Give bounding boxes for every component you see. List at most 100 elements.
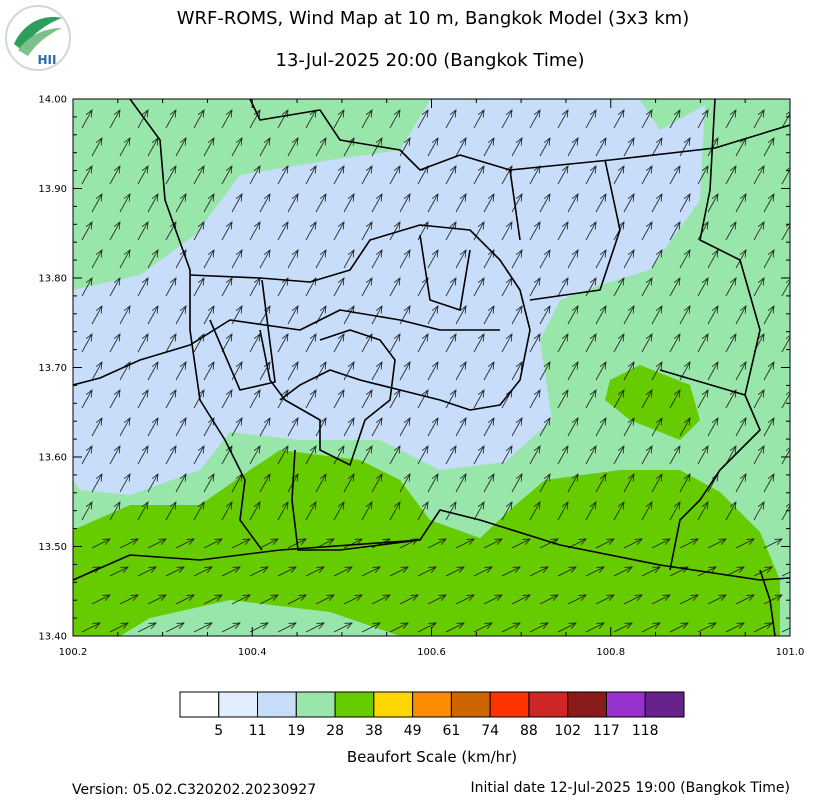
wind-arrow xyxy=(445,502,456,521)
wind-arrow xyxy=(483,539,502,549)
wind-arrow xyxy=(165,278,176,297)
wind-arrow xyxy=(669,390,680,409)
wind-arrow xyxy=(203,539,222,549)
wind-arrow xyxy=(781,166,790,185)
wind-arrow xyxy=(623,250,634,269)
wind-arrow xyxy=(539,595,558,605)
wind-arrow xyxy=(427,474,438,493)
wind-arrow xyxy=(585,567,604,577)
wind-arrow xyxy=(613,334,624,353)
wind-arrow xyxy=(753,390,764,409)
wind-arrow xyxy=(539,418,550,437)
wind-arrow xyxy=(792,362,802,380)
wind-arrow xyxy=(389,166,400,185)
wind-arrow xyxy=(203,250,214,269)
wind-arrow xyxy=(277,110,288,129)
wind-arrow xyxy=(389,390,400,409)
colorbar-title: Beaufort Scale (km/hr) xyxy=(347,748,517,766)
wind-arrow xyxy=(249,446,260,465)
wind-arrow xyxy=(333,222,344,241)
wind-arrow xyxy=(259,362,270,381)
wind-arrow xyxy=(725,390,736,409)
wind-arrow xyxy=(595,306,606,325)
wind-arrow xyxy=(81,623,100,633)
wind-arrow xyxy=(175,474,186,493)
wind-arrow xyxy=(557,166,568,185)
wind-arrow xyxy=(361,278,372,297)
wind-arrow xyxy=(287,418,298,437)
wind-arrow xyxy=(483,595,502,605)
wind-arrow xyxy=(763,138,774,157)
wind-arrow xyxy=(147,474,158,493)
wind-arrow xyxy=(221,110,232,129)
wind-arrow xyxy=(651,474,662,493)
wind-arrow xyxy=(91,418,102,437)
wind-arrow xyxy=(641,278,652,297)
wind-arrow xyxy=(417,623,436,633)
wind-arrow xyxy=(147,539,166,549)
wind-arrow xyxy=(343,194,354,213)
wind-arrow xyxy=(417,567,436,577)
wind-arrow xyxy=(792,138,802,156)
wind-arrow xyxy=(501,446,512,465)
wind-arrow xyxy=(585,334,596,353)
wind-arrow xyxy=(91,138,102,157)
wind-arrow xyxy=(725,623,744,633)
wind-arrow xyxy=(175,418,186,437)
wind-arrow xyxy=(147,250,158,269)
wind-arrow xyxy=(315,250,326,269)
wind-arrow xyxy=(595,539,614,549)
wind-arrow xyxy=(119,194,130,213)
wind-arrow xyxy=(249,222,260,241)
wind-arrow xyxy=(623,418,634,437)
wind-arrow xyxy=(137,334,148,353)
wind-arrow xyxy=(137,502,148,521)
wind-arrow xyxy=(119,474,130,493)
wind-arrow xyxy=(641,222,652,241)
wind-arrow xyxy=(613,623,632,633)
wind-arrow xyxy=(361,390,372,409)
wind-arrow xyxy=(679,138,690,157)
wind-arrow xyxy=(735,474,746,493)
wind-arrow xyxy=(539,306,550,325)
wind-arrow xyxy=(679,194,690,213)
wind-arrow xyxy=(221,502,232,521)
wind-arrow xyxy=(641,110,652,129)
wind-arrow xyxy=(763,539,782,549)
wind-arrow xyxy=(539,474,550,493)
wind-arrow xyxy=(445,390,456,409)
wind-arrow xyxy=(445,623,464,633)
y-tick-label: 13.70 xyxy=(38,363,67,374)
wind-arrow xyxy=(193,166,204,185)
wind-arrow xyxy=(389,110,400,129)
wind-arrow xyxy=(585,110,596,129)
wind-arrow xyxy=(455,539,474,549)
wind-arrow xyxy=(529,567,548,577)
wind-arrow xyxy=(595,250,606,269)
colorbar-box xyxy=(567,691,607,718)
colorbar-box xyxy=(412,691,452,718)
wind-arrow xyxy=(109,166,120,185)
wind-arrow xyxy=(753,623,772,633)
wind-arrow xyxy=(147,362,158,381)
wind-arrow xyxy=(792,595,810,604)
wind-arrow xyxy=(669,110,680,129)
wind-arrow xyxy=(511,595,530,605)
wind-arrow xyxy=(333,334,344,353)
wind-arrow xyxy=(707,194,718,213)
wind-arrow xyxy=(473,278,484,297)
wind-arrow xyxy=(473,222,484,241)
wind-arrow xyxy=(792,474,802,492)
x-tick-label: 100.6 xyxy=(417,647,446,658)
wind-arrow xyxy=(333,502,344,521)
wind-arrow xyxy=(427,250,438,269)
wind-arrow xyxy=(81,446,92,465)
wind-arrow xyxy=(725,166,736,185)
wind-arrow xyxy=(193,567,212,577)
wind-arrow xyxy=(119,595,138,605)
wind-arrow xyxy=(109,623,128,633)
wind-arrow xyxy=(557,278,568,297)
wind-arrow xyxy=(595,418,606,437)
wind-arrow xyxy=(445,334,456,353)
wind-arrow xyxy=(651,138,662,157)
